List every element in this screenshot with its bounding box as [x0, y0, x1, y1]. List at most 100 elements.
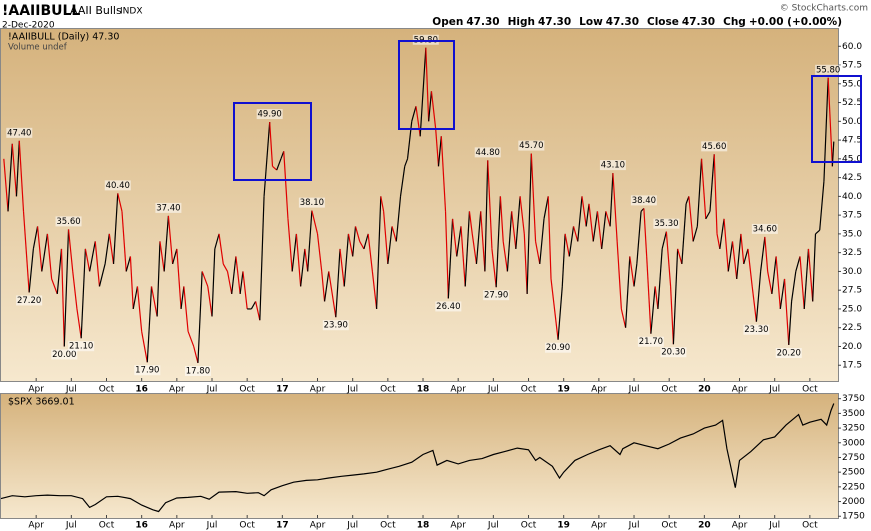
value-label-bg — [256, 109, 283, 120]
line-segment — [475, 211, 482, 264]
x-tick-label: Jul — [346, 385, 358, 395]
x-tick-label: Oct — [99, 385, 115, 395]
y-tick-label: 2750 — [842, 453, 865, 463]
value-label-bg — [630, 195, 657, 206]
x-tick-label: Oct — [802, 385, 818, 395]
line-segment — [534, 241, 541, 265]
line-segment — [743, 248, 749, 265]
x-tick-label: Apr — [310, 521, 326, 531]
value-label: 21.70 — [639, 337, 663, 347]
line-segment — [585, 203, 590, 227]
y-tick-label: 3750 — [842, 394, 865, 404]
price-line — [0, 403, 835, 513]
line-segment — [67, 229, 74, 272]
line-segment — [211, 248, 216, 317]
value-label: 45.60 — [702, 142, 726, 152]
line-segment — [550, 278, 559, 340]
quote-label: High — [508, 16, 535, 28]
x-tick-label: 16 — [135, 385, 148, 395]
line-segment — [391, 226, 397, 242]
line-segment — [56, 248, 63, 294]
y-tick-label: 3000 — [842, 438, 865, 448]
legend-entry: $SPX 3669.01 — [8, 397, 75, 408]
line-segment — [612, 173, 618, 242]
copyright: © StockCharts.com — [780, 4, 868, 14]
line-segment — [577, 196, 583, 242]
line-segment — [755, 271, 762, 322]
y-tick-label: 52.5 — [842, 98, 862, 108]
line-segment — [705, 211, 711, 220]
line-segment — [672, 248, 679, 345]
line-segment — [15, 140, 20, 197]
line-segment — [395, 196, 402, 242]
value-label: 38.10 — [300, 198, 324, 208]
x-tick-label: 18 — [417, 385, 430, 395]
value-label: 40.40 — [106, 181, 130, 191]
value-label-bg — [637, 336, 664, 347]
value-label-bg — [184, 365, 211, 376]
x-tick-label: Apr — [591, 385, 607, 395]
line-segment — [636, 211, 642, 264]
value-label: 17.90 — [135, 366, 159, 376]
line-segment — [437, 136, 442, 167]
y-tick-label: 40.0 — [842, 192, 862, 202]
x-tick-label: 19 — [557, 521, 570, 531]
value-label: 55.80 — [816, 65, 840, 75]
line-segment — [764, 236, 769, 272]
line-segment — [51, 278, 58, 295]
line-segment — [425, 47, 430, 122]
value-label: 49.90 — [258, 110, 282, 120]
x-tick-label: Jul — [487, 385, 499, 395]
line-segment — [316, 233, 323, 272]
value-label: 20.20 — [777, 348, 801, 358]
line-segment — [276, 158, 282, 171]
line-segment — [125, 256, 131, 272]
line-segment — [300, 248, 306, 287]
value-label: 21.10 — [69, 342, 93, 352]
line-segment — [799, 256, 805, 309]
value-label: 43.10 — [601, 161, 625, 171]
x-tick-label: Jul — [768, 385, 780, 395]
line-segment — [795, 256, 801, 272]
value-label-bg — [51, 349, 78, 360]
line-segment — [352, 226, 357, 257]
line-segment — [406, 121, 413, 159]
line-segment — [815, 229, 821, 235]
line-segment — [3, 158, 9, 212]
value-label-bg — [545, 342, 572, 353]
x-tick-label: Apr — [28, 521, 44, 531]
line-segment — [650, 286, 656, 334]
line-segment — [696, 158, 703, 227]
legend-entry: !AAIIBULL (Daily) 47.30 — [8, 32, 119, 43]
line-segment — [235, 256, 241, 295]
line-segment — [464, 211, 471, 287]
x-tick-label: Apr — [169, 385, 185, 395]
line-segment — [568, 226, 575, 257]
line-segment — [456, 226, 462, 257]
line-segment — [201, 271, 209, 287]
value-label: 27.20 — [17, 296, 41, 306]
line-segment — [367, 233, 373, 272]
y-tick-label: 3500 — [842, 409, 865, 419]
line-segment — [323, 271, 330, 302]
line-segment — [812, 233, 817, 302]
line-segment — [46, 233, 53, 279]
line-segment — [700, 158, 707, 219]
line-segment — [104, 233, 110, 265]
line-segment — [677, 248, 683, 265]
line-segment — [790, 271, 797, 302]
line-segment — [819, 181, 825, 231]
line-segment — [460, 226, 466, 287]
line-segment — [688, 196, 694, 242]
line-segment — [440, 136, 447, 212]
line-segment — [259, 196, 265, 321]
line-segment — [519, 196, 525, 234]
y-tick-label: 1750 — [842, 512, 865, 522]
line-segment — [609, 173, 614, 227]
line-segment — [167, 215, 174, 264]
x-tick-label: Oct — [661, 385, 677, 395]
line-segment — [63, 229, 70, 347]
line-segment — [11, 143, 18, 197]
y-tick-label: 2000 — [842, 497, 865, 507]
